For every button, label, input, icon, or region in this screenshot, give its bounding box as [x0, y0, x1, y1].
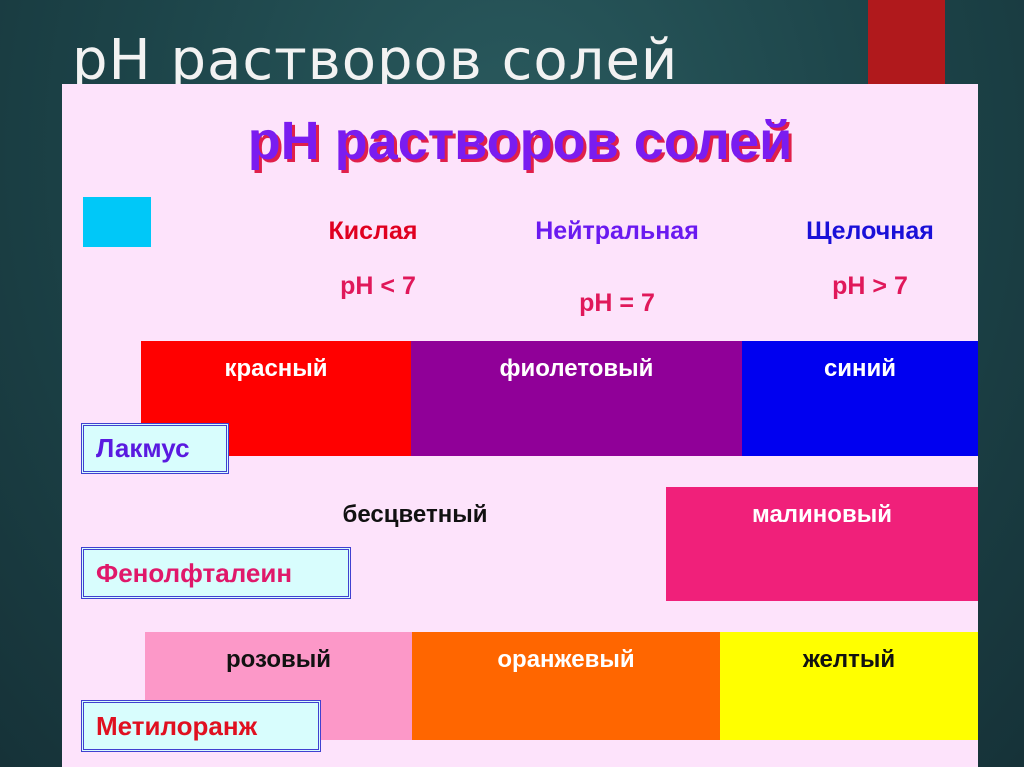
indicator-methylorange: Метилоранж [81, 700, 321, 752]
medium-acidic: Кислая [328, 217, 418, 245]
medium-alkaline: Щелочная [806, 217, 934, 245]
ph-neutral: pH = 7 [579, 289, 655, 317]
indicator-phenolphthalein: Фенолфталеин [81, 547, 351, 599]
phenolphthalein-colorless: бесцветный [342, 501, 488, 528]
litmus-violet: фиолетовый [411, 341, 742, 456]
slide-title: pH растворов солей [72, 28, 679, 93]
methylorange-orange: оранжевый [412, 632, 720, 740]
litmus-blue: синий [742, 341, 978, 456]
indicator-litmus: Лакмус [81, 423, 229, 474]
methylorange-yellow: желтый [720, 632, 978, 740]
ph-acidic: pH < 7 [340, 272, 416, 300]
accent-bar [868, 0, 945, 84]
ph-alkaline: pH > 7 [832, 272, 908, 300]
phenolphthalein-crimson: малиновый [666, 487, 978, 601]
medium-neutral: Нейтральная [535, 217, 699, 245]
panel-title: pH растворов солей [247, 111, 793, 171]
ph-chart-image: pH растворов солей Кислая Нейтральная Ще… [62, 84, 978, 767]
legend-square [83, 197, 151, 247]
